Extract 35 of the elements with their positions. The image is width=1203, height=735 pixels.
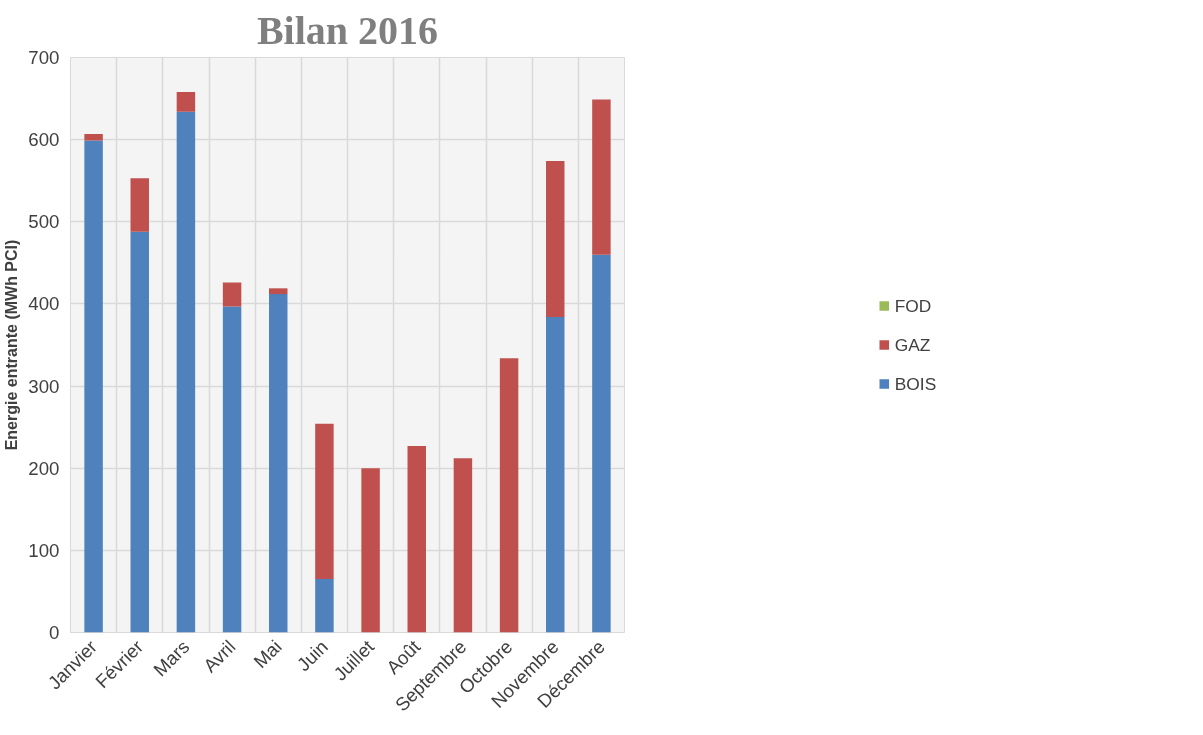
- bar: [453, 458, 473, 633]
- legend-label: GAZ: [894, 334, 931, 355]
- bar: [315, 579, 334, 633]
- x-tick-label: Juin: [292, 636, 332, 676]
- y-axis-title: Energie entrante (MWh PCI): [3, 239, 21, 451]
- y-tick-label: 0: [49, 622, 60, 643]
- legend-label: BOIS: [894, 373, 937, 394]
- bar: [176, 111, 196, 633]
- bar: [546, 317, 565, 633]
- bar: [222, 306, 242, 633]
- y-tick-label: 400: [28, 293, 60, 315]
- y-tick-label: 300: [28, 375, 60, 397]
- bar: [269, 288, 288, 295]
- bar: [499, 358, 519, 633]
- chart-title: Bilan 2016: [256, 7, 439, 53]
- bar: [269, 294, 288, 633]
- bar: [407, 446, 426, 633]
- bar: [84, 140, 103, 633]
- bar: [176, 92, 196, 112]
- y-tick-label: 600: [28, 129, 60, 151]
- y-tick-label: 500: [28, 211, 60, 233]
- bar: [592, 254, 611, 633]
- legend-label: FOD: [894, 295, 932, 316]
- bar: [361, 468, 380, 633]
- y-tick-label: 100: [28, 539, 60, 561]
- bar: [84, 133, 103, 141]
- y-tick-label: 200: [28, 457, 60, 479]
- y-tick-label: 700: [28, 47, 60, 68]
- bar: [315, 423, 334, 580]
- bar: [546, 161, 565, 318]
- bar: [592, 99, 611, 255]
- bar: [130, 178, 149, 232]
- bar: [222, 282, 242, 307]
- x-tick-label: Mai: [249, 636, 286, 673]
- bar: [130, 231, 149, 633]
